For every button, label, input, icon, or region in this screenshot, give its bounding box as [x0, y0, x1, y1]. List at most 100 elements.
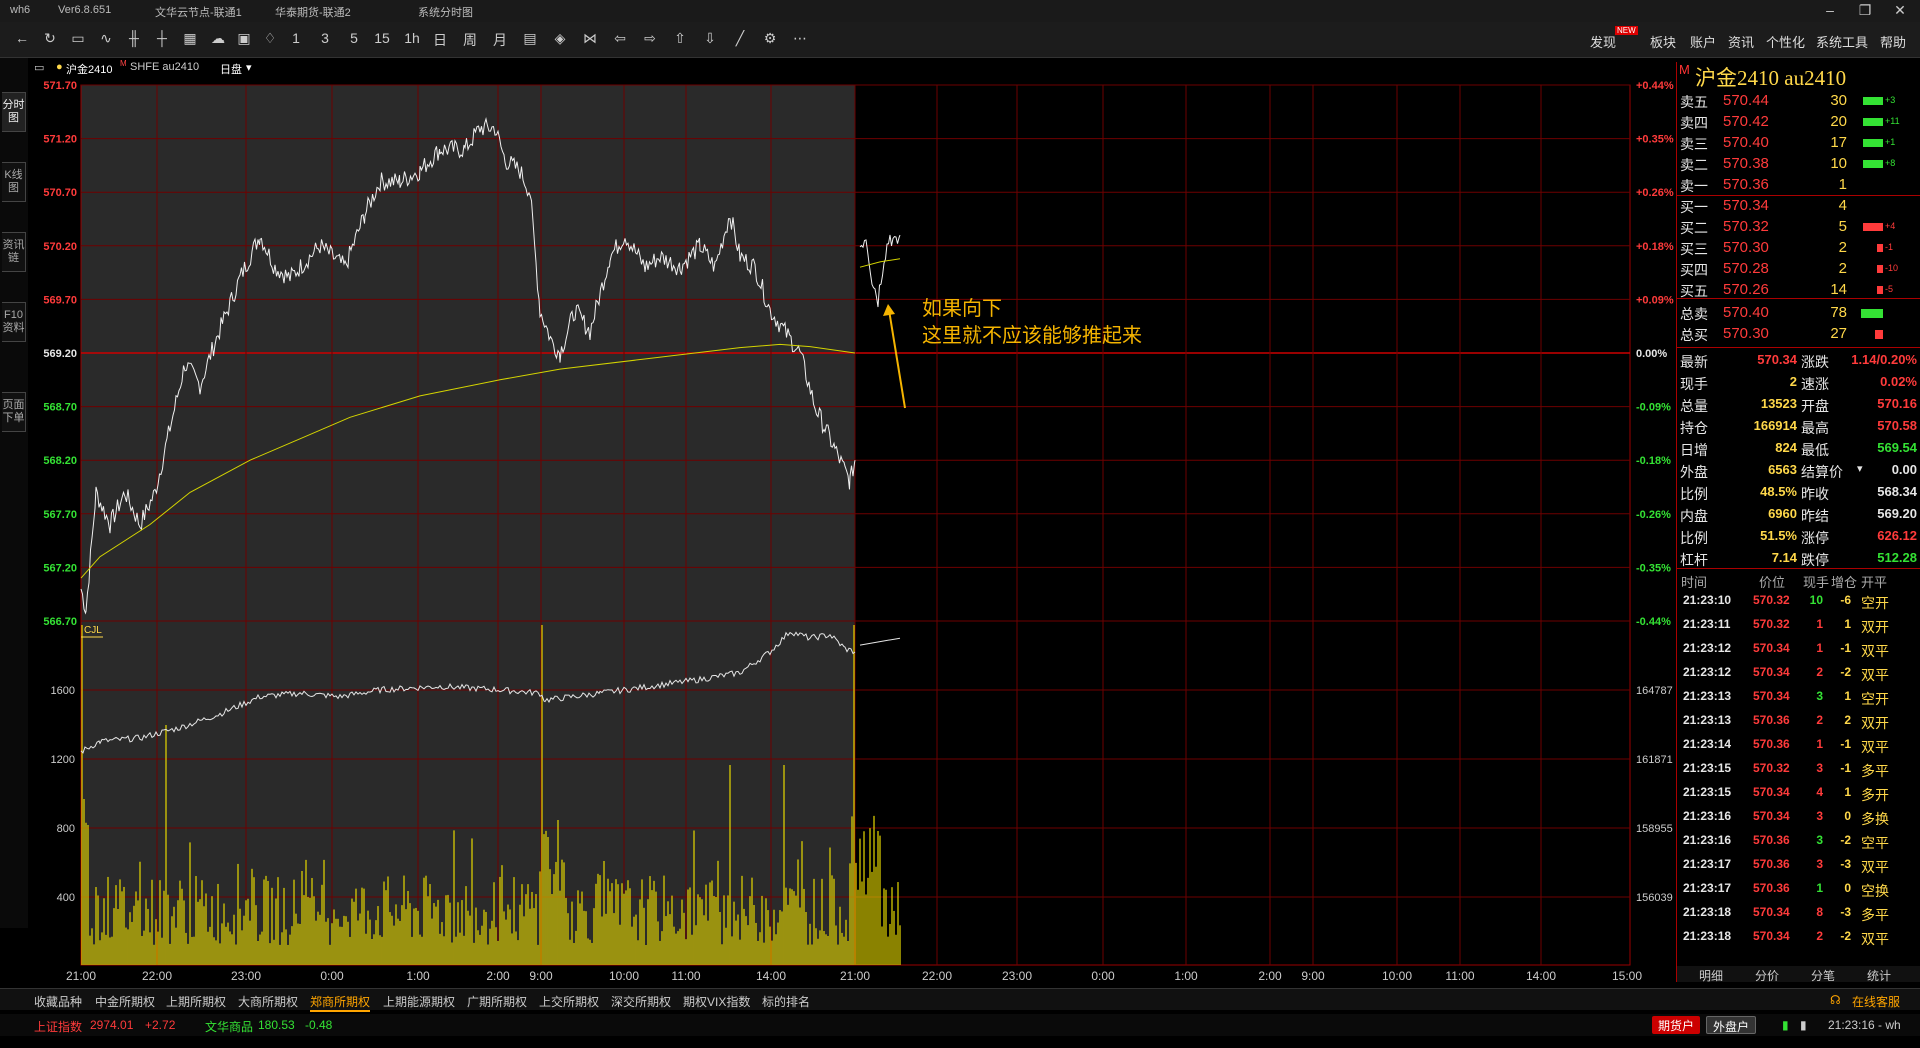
- bid-row[interactable]: 买四 570.28 2 -10: [1677, 259, 1920, 279]
- chevron-down-icon[interactable]: ▾: [246, 62, 252, 74]
- btab-vix-index[interactable]: 期权VIX指数: [683, 995, 751, 1009]
- chart-line-icon[interactable]: ▭: [71, 30, 85, 46]
- menu-sector[interactable]: 板块: [1650, 35, 1677, 50]
- menu-system-tools[interactable]: 系统工具: [1816, 35, 1869, 50]
- ask-row[interactable]: 卖五 570.44 30 +3: [1677, 91, 1920, 111]
- menu-account[interactable]: 账户: [1690, 35, 1717, 50]
- bid-row[interactable]: 买五 570.26 14 -5: [1677, 280, 1920, 300]
- tick-row[interactable]: 21:23:17 570.36 3 -3 双平: [1677, 856, 1920, 876]
- tick-row[interactable]: 21:23:15 570.34 4 1 多开: [1677, 784, 1920, 804]
- tick-row[interactable]: 21:23:16 570.34 3 0 多换: [1677, 808, 1920, 828]
- btab-cffex-options[interactable]: 中金所期权: [95, 995, 156, 1009]
- panel-tab-1[interactable]: 分价: [1755, 969, 1780, 983]
- tab-kline[interactable]: K线图: [2, 162, 26, 202]
- tick-row[interactable]: 21:23:13 570.36 2 2 双开: [1677, 712, 1920, 732]
- btab-gfex-options[interactable]: 广期所期权: [467, 995, 528, 1009]
- stat-row: 日增 824 最低 569.54: [1677, 439, 1920, 459]
- bar-icon[interactable]: ┼: [157, 30, 167, 46]
- tick-row[interactable]: 21:23:11 570.32 1 1 双开: [1677, 616, 1920, 636]
- line-icon[interactable]: ∿: [100, 30, 112, 46]
- tick-row[interactable]: 21:23:16 570.36 3 -2 空平: [1677, 832, 1920, 852]
- menu-help[interactable]: 帮助: [1880, 35, 1907, 50]
- level-volume: 1: [1838, 176, 1847, 193]
- futures-account-button[interactable]: 期货户: [1652, 1016, 1701, 1034]
- panel-tab-3[interactable]: 统计: [1867, 969, 1892, 983]
- tick-row[interactable]: 21:23:12 570.34 1 -1 双平: [1677, 640, 1920, 660]
- sound-icon[interactable]: ▮: [1800, 1018, 1807, 1032]
- btab-shfe-options[interactable]: 上期所期权: [166, 995, 227, 1009]
- ask-row[interactable]: 卖三 570.40 17 +1: [1677, 133, 1920, 153]
- tab-f10[interactable]: F10资料: [2, 302, 26, 342]
- back-icon[interactable]: ←: [15, 30, 29, 46]
- btab-dce-options[interactable]: 大商所期权: [238, 995, 299, 1009]
- window-icon[interactable]: ▣: [237, 30, 251, 46]
- diamond-icon[interactable]: ◈: [554, 30, 566, 46]
- bid-row[interactable]: 买二 570.32 5 +4: [1677, 217, 1920, 237]
- right-arrow-icon[interactable]: ⇨: [644, 30, 656, 46]
- bowtie-icon[interactable]: ⋈: [583, 30, 597, 46]
- foreign-account-button[interactable]: 外盘户: [1706, 1016, 1757, 1034]
- left-arrow-icon[interactable]: ⇦: [614, 30, 626, 46]
- cloud-icon[interactable]: ☁: [211, 30, 225, 46]
- panel-tab-0[interactable]: 明细: [1699, 969, 1724, 983]
- btab-underlying-rank[interactable]: 标的排名: [762, 995, 811, 1009]
- minimize-icon[interactable]: –: [1826, 2, 1834, 18]
- btab-sse-options[interactable]: 上交所期权: [539, 995, 600, 1009]
- period-select[interactable]: 日盘: [220, 64, 242, 76]
- panel-tab-2[interactable]: 分笔: [1811, 969, 1836, 983]
- headset-icon[interactable]: ☊: [1830, 993, 1841, 1007]
- tick-row[interactable]: 21:23:18 570.34 8 -3 多平: [1677, 904, 1920, 924]
- bell-icon[interactable]: ♢: [263, 30, 277, 46]
- ask-row[interactable]: 卖四 570.42 20 +11: [1677, 112, 1920, 132]
- bid-row[interactable]: 买三 570.30 2 -1: [1677, 238, 1920, 258]
- grid-icon[interactable]: ▦: [183, 30, 197, 46]
- period-1[interactable]: 1: [292, 30, 300, 46]
- draw-line-icon[interactable]: ╱: [735, 30, 745, 46]
- tick-oi-change: -3: [1840, 857, 1851, 871]
- btab-ine-options[interactable]: 上期能源期权: [383, 995, 456, 1009]
- ask-row[interactable]: 卖二 570.38 10 +8: [1677, 154, 1920, 174]
- tab-page-order[interactable]: 页面下单: [2, 392, 26, 432]
- period-3[interactable]: 3: [321, 30, 329, 46]
- tab-news-chain[interactable]: 资讯链: [2, 232, 26, 272]
- bid-row[interactable]: 买一 570.34 4: [1677, 196, 1920, 216]
- btab-szse-options[interactable]: 深交所期权: [611, 995, 672, 1009]
- period-week[interactable]: 周: [463, 32, 477, 48]
- close-icon[interactable]: ✕: [1894, 2, 1906, 18]
- period-15[interactable]: 15: [374, 30, 390, 46]
- tick-row[interactable]: 21:23:12 570.34 2 -2 双平: [1677, 664, 1920, 684]
- menu-discover[interactable]: 发现: [1590, 35, 1617, 50]
- restore-icon[interactable]: ❐: [1858, 2, 1872, 18]
- calendar-icon[interactable]: ▤: [523, 30, 537, 46]
- ask-row[interactable]: 卖一 570.36 1: [1677, 175, 1920, 196]
- intraday-chart[interactable]: 571.70 +0.44% 571.20 +0.35% 570.70 +0.26% 570.…: [0, 58, 1676, 988]
- menu-personalize[interactable]: 个性化: [1766, 35, 1806, 50]
- settings-icon[interactable]: ⚙: [763, 30, 777, 46]
- tick-row[interactable]: 21:23:13 570.34 3 1 空开: [1677, 688, 1920, 708]
- tab-intraday[interactable]: 分时图: [2, 92, 26, 132]
- up-arrow-icon[interactable]: ⇧: [674, 30, 686, 46]
- stat-label: 现手: [1680, 376, 1708, 392]
- collapse-icon[interactable]: ▭: [34, 62, 45, 74]
- period-day[interactable]: 日: [433, 32, 447, 48]
- stat-value: 626.12: [1877, 528, 1917, 543]
- menu-news[interactable]: 资讯: [1728, 35, 1755, 50]
- period-1h[interactable]: 1h: [404, 30, 420, 46]
- total-row: 总买 570.30 27: [1677, 324, 1920, 344]
- tick-row[interactable]: 21:23:14 570.36 1 -1 双平: [1677, 736, 1920, 756]
- tick-row[interactable]: 21:23:15 570.32 3 -1 多平: [1677, 760, 1920, 780]
- open-interest-line: [80, 631, 856, 754]
- more-icon[interactable]: ⋯: [793, 30, 807, 46]
- period-5[interactable]: 5: [350, 30, 358, 46]
- btab-czce-options[interactable]: 郑商所期权: [310, 993, 371, 1012]
- online-service[interactable]: 在线客服: [1852, 995, 1901, 1009]
- refresh-icon[interactable]: ↻: [44, 30, 56, 46]
- tick-row[interactable]: 21:23:18 570.34 2 -2 双平: [1677, 928, 1920, 948]
- tick-row[interactable]: 21:23:17 570.36 1 0 空换: [1677, 880, 1920, 900]
- annotation-arrowhead: [883, 304, 895, 316]
- candle-icon[interactable]: ╫: [129, 30, 139, 46]
- period-month[interactable]: 月: [493, 32, 507, 48]
- btab-favorites[interactable]: 收藏品种: [34, 995, 83, 1009]
- down-arrow-icon[interactable]: ⇩: [704, 30, 716, 46]
- tick-row[interactable]: 21:23:10 570.32 10 -6 空开: [1677, 592, 1920, 612]
